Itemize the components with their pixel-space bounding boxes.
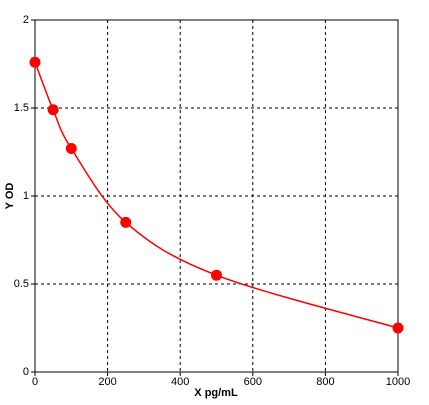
- y-tick-label: 2: [23, 14, 29, 26]
- x-tick-label: 200: [98, 376, 116, 388]
- y-tick-label: 1: [23, 190, 29, 202]
- data-point: [65, 142, 77, 154]
- y-axis-label: Y OD: [4, 183, 16, 210]
- x-axis-label: X pg/mL: [194, 387, 238, 399]
- data-point: [120, 216, 132, 228]
- x-tick-label: 1000: [386, 376, 410, 388]
- data-point: [211, 269, 222, 281]
- x-tick-label: 800: [316, 376, 334, 388]
- plot-border: [34, 19, 399, 373]
- x-tick-label: 400: [171, 376, 189, 388]
- x-tick-label: 600: [244, 376, 262, 388]
- y-tick-label: 1.5: [14, 102, 29, 114]
- data-point: [392, 322, 404, 334]
- data-point: [47, 104, 59, 116]
- x-tick-label: 0: [32, 376, 38, 388]
- data-point: [29, 56, 41, 68]
- y-tick-label: 0: [23, 366, 29, 378]
- y-tick-label: 0.5: [14, 278, 29, 290]
